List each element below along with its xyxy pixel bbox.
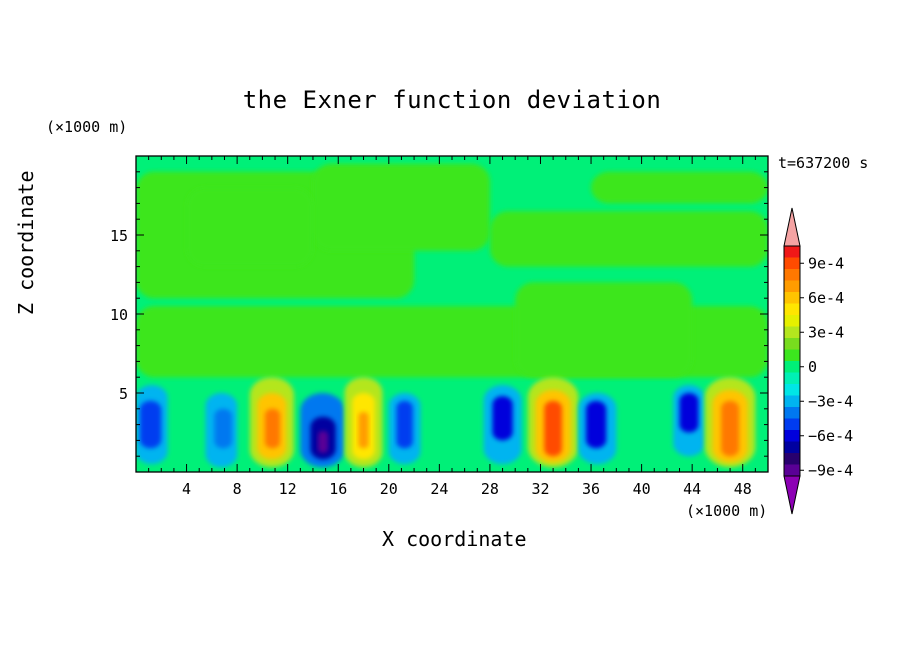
- y-axis: 5 10 15: [110, 171, 768, 457]
- contour-cell: [544, 400, 562, 457]
- colorbar: 9e-4 6e-4 3e-4 0 −3e-4 −6e-4 −9e-4: [783, 207, 853, 515]
- colorbar-label: 9e-4: [808, 254, 844, 272]
- contour-cell: [139, 400, 162, 449]
- x-tick-label: 28: [481, 480, 499, 498]
- colorbar-swatch: [784, 246, 800, 258]
- contour-cell: [186, 187, 313, 267]
- colorbar-swatch: [784, 349, 800, 361]
- colorbar-swatch: [784, 269, 800, 281]
- y-tick-label: 15: [110, 227, 128, 245]
- contour-cell: [318, 430, 329, 454]
- time-annotation: t=637200 s: [778, 154, 869, 172]
- colorbar-swatch: [784, 292, 800, 304]
- y-axis-label: Z coordinate: [13, 170, 38, 316]
- colorbar-swatch: [784, 418, 800, 430]
- colorbar-swatch: [784, 441, 800, 453]
- contour-cell: [489, 211, 768, 267]
- x-tick-label: 8: [233, 480, 242, 498]
- colorbar-swatch: [784, 384, 800, 396]
- x-tick-label: 40: [633, 480, 651, 498]
- contour-cell: [264, 408, 281, 449]
- colorbar-label: 0: [808, 358, 817, 376]
- contour-cell: [515, 282, 693, 378]
- x-tick-label: 44: [683, 480, 701, 498]
- colorbar-swatch: [784, 338, 800, 350]
- x-tick-label: 24: [430, 480, 448, 498]
- x-axis-label: X coordinate: [382, 527, 527, 551]
- contour-cell: [396, 400, 413, 449]
- chart-title: the Exner function deviation: [242, 86, 662, 114]
- colorbar-swatch: [784, 430, 800, 442]
- contour-cell: [585, 400, 607, 449]
- colorbar-label: −9e-4: [808, 461, 853, 479]
- colorbar-label: 3e-4: [808, 323, 844, 341]
- colorbar-swatch: [784, 464, 800, 476]
- colorbar-label: −3e-4: [808, 392, 853, 410]
- colorbar-swatch: [784, 303, 800, 315]
- x-axis-unit: (×1000 m): [686, 502, 768, 520]
- colorbar-swatch: [784, 453, 800, 465]
- colorbar-swatch: [784, 407, 800, 419]
- contour-cell: [492, 396, 513, 441]
- colorbar-swatch: [784, 372, 800, 384]
- x-tick-label: 32: [531, 480, 549, 498]
- contour-cell: [679, 393, 699, 433]
- contour-cell: [312, 163, 490, 251]
- colorbar-min-arrow: [783, 475, 801, 515]
- contour-cell: [358, 411, 369, 449]
- x-tick-label: 48: [734, 480, 752, 498]
- x-tick-label: 16: [329, 480, 347, 498]
- y-tick-label: 5: [119, 385, 128, 403]
- x-tick-label: 36: [582, 480, 600, 498]
- colorbar-max-arrow: [783, 207, 801, 247]
- y-axis-unit: (×1000 m): [46, 118, 128, 136]
- contour-layer: [136, 163, 768, 468]
- x-axis: 4 8 12 16 20 24 28 32 36 40 44 48: [148, 156, 756, 498]
- contour-cell: [721, 400, 739, 457]
- x-tick-label: 12: [279, 480, 297, 498]
- colorbar-label: −6e-4: [808, 427, 853, 445]
- colorbar-swatch: [784, 361, 800, 373]
- colorbar-swatch: [784, 326, 800, 338]
- colorbar-swatch: [784, 280, 800, 292]
- colorbar-swatch: [784, 395, 800, 407]
- contour-cell: [591, 171, 768, 204]
- colorbar-swatch: [784, 257, 800, 269]
- colorbar-label: 6e-4: [808, 289, 844, 307]
- colorbar-swatch: [784, 315, 800, 327]
- x-tick-label: 4: [182, 480, 191, 498]
- contour-cell: [214, 408, 233, 449]
- x-tick-label: 20: [380, 480, 398, 498]
- y-tick-label: 10: [110, 306, 128, 324]
